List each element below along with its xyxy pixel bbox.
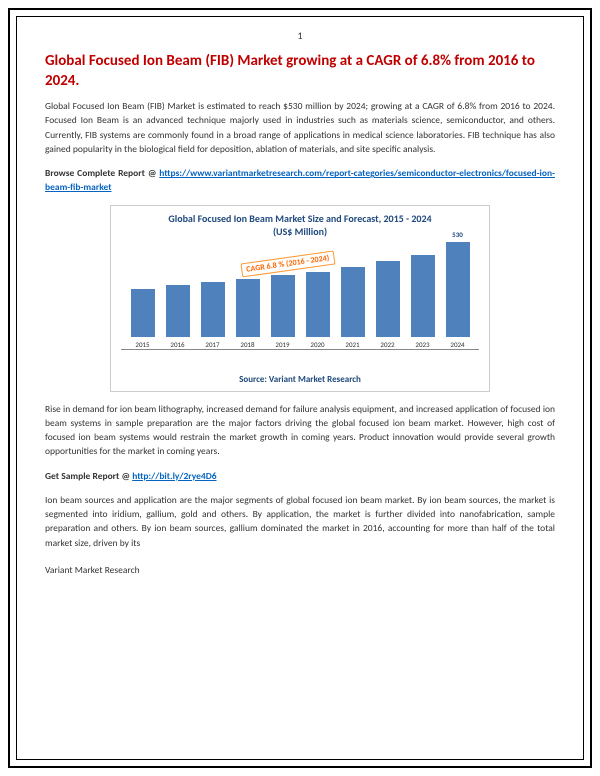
- bar-year-label: 2022: [380, 340, 394, 349]
- page-title: Global Focused Ion Beam (FIB) Market gro…: [45, 52, 555, 91]
- bar: [236, 279, 260, 337]
- intro-paragraph: Global Focused Ion Beam (FIB) Market is …: [45, 99, 555, 156]
- sample-report-link[interactable]: http://bit.ly/2rye4D6: [132, 470, 216, 482]
- bar-wrap: 2019: [269, 275, 297, 349]
- bar: [201, 282, 225, 337]
- bar-year-label: 2018: [240, 340, 254, 349]
- bar-wrap: 2018: [234, 279, 262, 349]
- bar-year-label: 2017: [205, 340, 219, 349]
- bar-year-label: 2020: [310, 340, 324, 349]
- sample-report-line: Get Sample Report @ http://bit.ly/2rye4D…: [45, 469, 555, 483]
- chart-title-line2: (US$ Million): [273, 225, 327, 238]
- bar: [131, 289, 155, 337]
- chart-title: Global Focused Ion Beam Market Size and …: [111, 206, 489, 240]
- bar-wrap: 2016: [164, 285, 192, 349]
- bar-year-label: 2023: [415, 340, 429, 349]
- browse-report-line: Browse Complete Report @ https://www.var…: [45, 166, 555, 195]
- bar-wrap: 2020: [304, 272, 332, 349]
- bar: [341, 267, 365, 337]
- bar: 530: [446, 242, 470, 337]
- bar-wrap: 2023: [409, 255, 437, 349]
- bar-wrap: 2015: [129, 289, 157, 349]
- bar-year-label: 2019: [275, 340, 289, 349]
- inner-border: 1 Global Focused Ion Beam (FIB) Market g…: [16, 16, 584, 760]
- bar-wrap: 530 2024: [444, 242, 472, 349]
- bar-wrap: 2022: [374, 261, 402, 349]
- bar-year-label: 2024: [450, 340, 464, 349]
- bar-wrap: 2017: [199, 282, 227, 349]
- bar-year-label: 2016: [170, 340, 184, 349]
- bar: [376, 261, 400, 337]
- chart-area: CAGR 6.8 % (2016 - 2024) 201520162017201…: [111, 240, 489, 370]
- paragraph-3: Ion beam sources and application are the…: [45, 493, 555, 550]
- market-chart: Global Focused Ion Beam Market Size and …: [110, 205, 490, 392]
- chart-source: Source: Variant Market Research: [111, 370, 489, 391]
- bar: [271, 275, 295, 337]
- bar-value-label: 530: [452, 230, 463, 239]
- bar-wrap: 2021: [339, 267, 367, 349]
- bar-year-label: 2021: [345, 340, 359, 349]
- bar-year-label: 2015: [135, 340, 149, 349]
- sample-label: Get Sample Report @: [45, 470, 132, 482]
- outer-border: 1 Global Focused Ion Beam (FIB) Market g…: [8, 8, 592, 768]
- page-number: 1: [45, 29, 555, 42]
- chart-title-line1: Global Focused Ion Beam Market Size and …: [168, 212, 431, 225]
- footer-text: Variant Market Research: [45, 564, 555, 576]
- browse-label: Browse Complete Report @: [45, 167, 159, 179]
- paragraph-2: Rise in demand for ion beam lithography,…: [45, 402, 555, 459]
- bar: [306, 272, 330, 337]
- bar: [166, 285, 190, 337]
- bar: [411, 255, 435, 337]
